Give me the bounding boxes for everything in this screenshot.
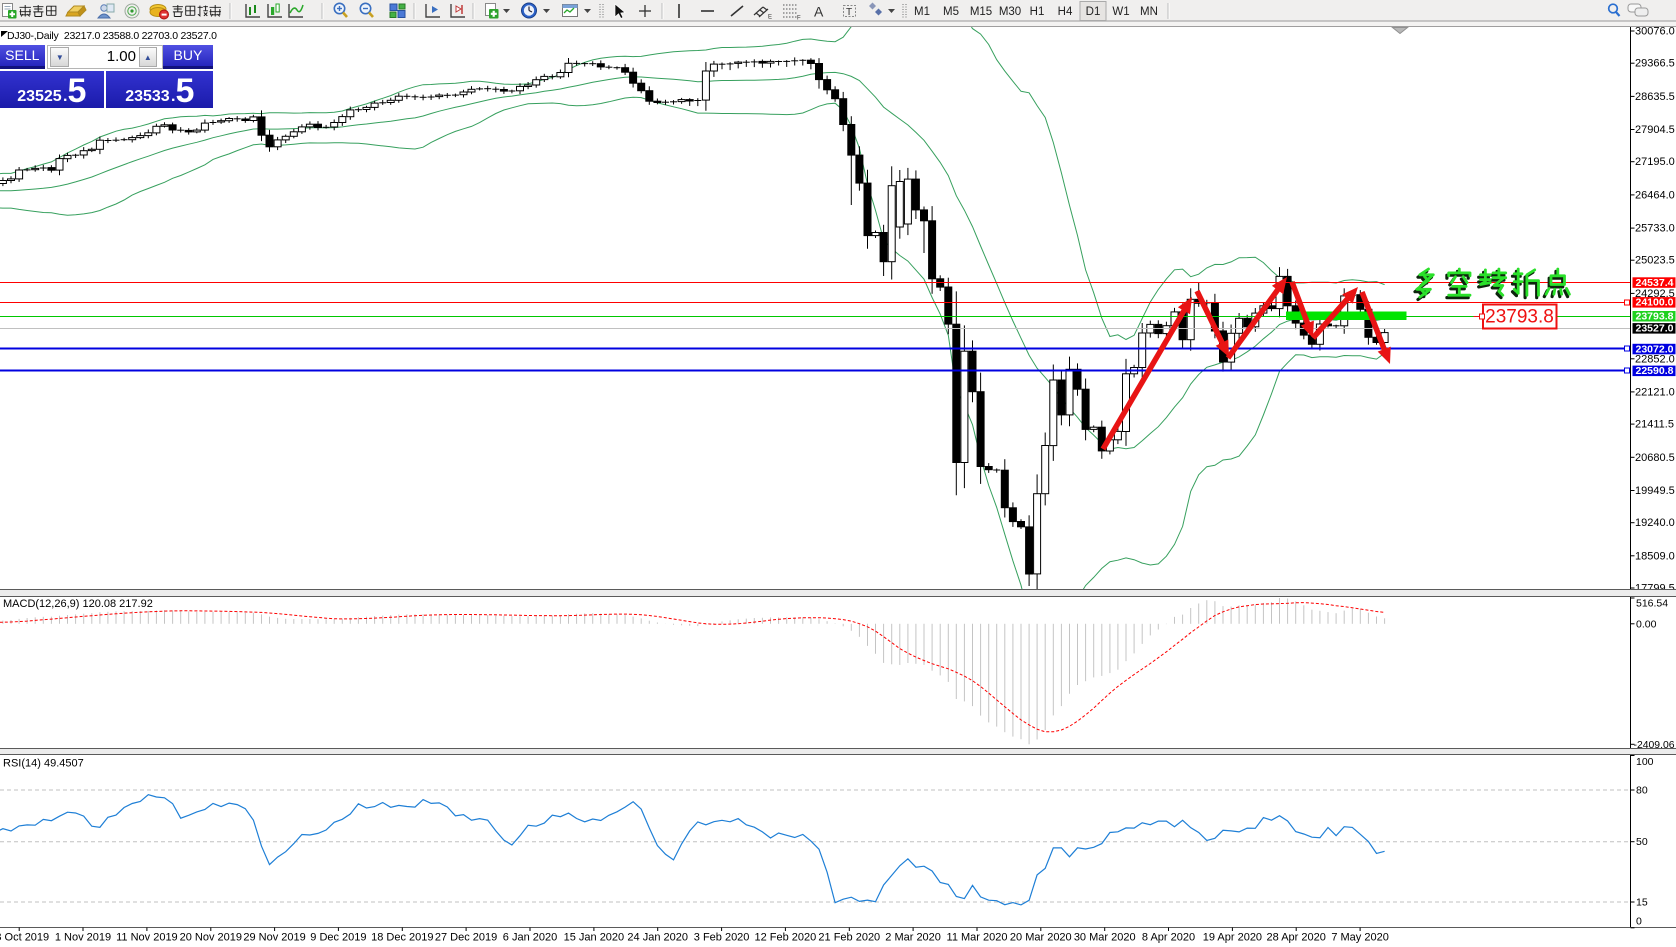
svg-text:25733.0: 25733.0	[1635, 223, 1675, 235]
svg-text:RSI(14) 49.4507: RSI(14) 49.4507	[3, 758, 84, 770]
svg-text:0.00: 0.00	[1636, 618, 1657, 630]
svg-text:27904.5: 27904.5	[1635, 124, 1675, 136]
svg-text:11 Mar 2020: 11 Mar 2020	[947, 932, 1008, 944]
svg-text:M5: M5	[943, 6, 959, 18]
svg-text:24 Jan 2020: 24 Jan 2020	[627, 932, 688, 944]
svg-text:22852.0: 22852.0	[1635, 353, 1675, 365]
svg-text:100: 100	[1636, 756, 1654, 768]
svg-text:27 Dec 2019: 27 Dec 2019	[435, 932, 497, 944]
svg-text:25023.5: 25023.5	[1635, 255, 1675, 267]
svg-text:80: 80	[1636, 785, 1648, 797]
svg-text:30076.0: 30076.0	[1635, 26, 1675, 38]
svg-text:15 Jan 2020: 15 Jan 2020	[564, 932, 625, 944]
svg-text:3 Feb 2020: 3 Feb 2020	[694, 932, 750, 944]
svg-text:19 Apr 2020: 19 Apr 2020	[1203, 932, 1262, 944]
svg-text:23 Oct 2019: 23 Oct 2019	[0, 932, 49, 944]
svg-text:D1: D1	[1086, 6, 1101, 18]
svg-text:21411.5: 21411.5	[1635, 419, 1674, 431]
svg-text:15: 15	[1636, 897, 1648, 909]
svg-text:MACD(12,26,9) 120.08 217.92: MACD(12,26,9) 120.08 217.92	[3, 598, 153, 610]
svg-text:23793.8: 23793.8	[1636, 311, 1674, 323]
svg-text:23793.8: 23793.8	[1485, 307, 1554, 328]
svg-text:A: A	[814, 4, 824, 20]
svg-text:21 Feb 2020: 21 Feb 2020	[818, 932, 880, 944]
svg-text:24100.0: 24100.0	[1636, 297, 1674, 309]
svg-text:T: T	[846, 7, 852, 18]
svg-text:H1: H1	[1030, 6, 1045, 18]
svg-text:50: 50	[1636, 836, 1648, 848]
svg-text:11 Nov 2019: 11 Nov 2019	[116, 932, 178, 944]
svg-text:30 Mar 2020: 30 Mar 2020	[1074, 932, 1136, 944]
svg-text:18509.0: 18509.0	[1635, 550, 1675, 562]
svg-text:23072.0: 23072.0	[1636, 343, 1674, 355]
svg-text:20 Nov 2019: 20 Nov 2019	[180, 932, 242, 944]
svg-text:0: 0	[1636, 916, 1642, 928]
svg-text:9 Dec 2019: 9 Dec 2019	[310, 932, 366, 944]
svg-text:24537.4: 24537.4	[1636, 277, 1674, 289]
svg-text:H4: H4	[1058, 6, 1073, 18]
svg-text:8 Apr 2020: 8 Apr 2020	[1142, 932, 1195, 944]
svg-text:20680.5: 20680.5	[1635, 452, 1675, 464]
svg-text:24292.5: 24292.5	[1635, 288, 1675, 300]
svg-text:W1: W1	[1112, 6, 1129, 18]
svg-text:1 Nov 2019: 1 Nov 2019	[55, 932, 111, 944]
svg-text:MN: MN	[1140, 6, 1158, 18]
svg-text:7 May 2020: 7 May 2020	[1331, 932, 1388, 944]
svg-text:23527.0: 23527.0	[1636, 323, 1674, 335]
svg-text:22121.0: 22121.0	[1635, 386, 1675, 398]
svg-text:27195.0: 27195.0	[1635, 156, 1675, 168]
svg-text:M1: M1	[914, 6, 930, 18]
svg-text:29366.5: 29366.5	[1635, 58, 1675, 70]
svg-text:18 Dec 2019: 18 Dec 2019	[371, 932, 433, 944]
svg-text:12 Feb 2020: 12 Feb 2020	[755, 932, 817, 944]
svg-text:26464.0: 26464.0	[1635, 189, 1675, 201]
svg-text:28 Apr 2020: 28 Apr 2020	[1267, 932, 1326, 944]
svg-text:19949.5: 19949.5	[1635, 485, 1675, 497]
svg-text:28635.5: 28635.5	[1635, 91, 1675, 103]
svg-text:M15: M15	[970, 6, 992, 18]
svg-text:20 Mar 2020: 20 Mar 2020	[1010, 932, 1072, 944]
svg-text:-2409.06: -2409.06	[1634, 740, 1675, 751]
svg-text:E: E	[768, 15, 772, 21]
svg-text:19240.0: 19240.0	[1635, 517, 1675, 529]
svg-text:22590.8: 22590.8	[1636, 365, 1674, 377]
svg-text:F: F	[797, 16, 801, 22]
svg-text:M30: M30	[999, 6, 1021, 18]
svg-text:6 Jan 2020: 6 Jan 2020	[503, 932, 557, 944]
svg-text:29 Nov 2019: 29 Nov 2019	[243, 932, 305, 944]
svg-text:2 Mar 2020: 2 Mar 2020	[885, 932, 941, 944]
svg-text:516.54: 516.54	[1636, 597, 1668, 609]
